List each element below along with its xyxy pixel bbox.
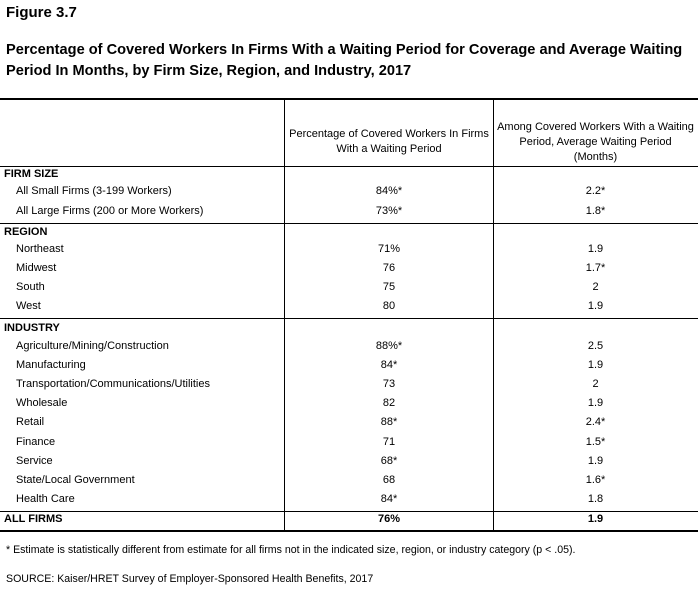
- table-row: State/Local Government 68 1.6*: [0, 472, 698, 491]
- row-months: 1.9: [587, 513, 604, 525]
- column-divider-2: [493, 99, 494, 530]
- row-months: 1.6*: [585, 474, 606, 486]
- row-label: South: [16, 281, 45, 293]
- row-label: State/Local Government: [16, 474, 135, 486]
- row-months: 1.9: [587, 243, 604, 255]
- column-divider-1: [284, 99, 285, 530]
- table-row: Health Care 84* 1.8: [0, 491, 698, 510]
- row-percentage: 71: [382, 436, 396, 448]
- table-row: Wholesale 82 1.9: [0, 395, 698, 414]
- row-percentage: 80: [382, 300, 396, 312]
- row-months: 1.9: [587, 397, 604, 409]
- table-row: All Large Firms (200 or More Workers) 73…: [0, 203, 698, 222]
- row-months: 1.9: [587, 359, 604, 371]
- row-label: Midwest: [16, 262, 57, 274]
- row-months: 1.9: [587, 455, 604, 467]
- table-row: Manufacturing 84* 1.9: [0, 357, 698, 376]
- table-row: Finance 71 1.5*: [0, 434, 698, 453]
- row-percentage: 71%: [377, 243, 401, 255]
- row-months: 2.2*: [585, 185, 606, 197]
- row-label: Manufacturing: [16, 359, 86, 371]
- table-top-rule: [0, 98, 698, 100]
- row-percentage: 84%*: [375, 185, 403, 197]
- row-percentage: 73%*: [375, 205, 403, 217]
- section-heading-region: REGION: [4, 226, 48, 238]
- table-row: South 75 2: [0, 279, 698, 298]
- footnote: * Estimate is statistically different fr…: [6, 544, 576, 556]
- column-header-average-months: Among Covered Workers With a Waiting Per…: [497, 121, 694, 163]
- row-months: 1.7*: [585, 262, 606, 274]
- row-label: Retail: [16, 416, 45, 428]
- row-percentage: 88%*: [375, 340, 403, 352]
- row-label: Wholesale: [16, 397, 68, 409]
- row-months: 2.5: [587, 340, 604, 352]
- row-percentage: 68: [382, 474, 396, 486]
- row-months: 1.8: [587, 493, 604, 505]
- row-months: 2: [592, 378, 599, 390]
- table-bottom-rule: [0, 530, 698, 532]
- table-row-total: ALL FIRMS 76% 1.9: [0, 511, 698, 530]
- row-months: 1.5*: [585, 436, 606, 448]
- section-rule: [0, 318, 698, 319]
- row-percentage: 76%: [377, 513, 401, 525]
- row-label: ALL FIRMS: [4, 513, 63, 525]
- row-months: 2: [592, 281, 599, 293]
- row-label: Finance: [16, 436, 56, 448]
- row-months: 1.9: [587, 300, 604, 312]
- row-percentage: 88*: [380, 416, 398, 428]
- row-percentage: 76: [382, 262, 396, 274]
- figure-title: Percentage of Covered Workers In Firms W…: [6, 42, 683, 79]
- table-row: West 80 1.9: [0, 298, 698, 317]
- row-percentage: 84*: [380, 493, 398, 505]
- row-label: All Small Firms (3-199 Workers): [16, 185, 172, 197]
- table-row: All Small Firms (3-199 Workers) 84%* 2.2…: [0, 183, 698, 202]
- section-rule: [0, 511, 698, 512]
- figure-label: Figure 3.7: [6, 4, 77, 21]
- section-rule: [0, 223, 698, 224]
- table-row: Agriculture/Mining/Construction 88%* 2.5: [0, 338, 698, 357]
- column-header-percentage: Percentage of Covered Workers In Firms W…: [289, 128, 489, 155]
- row-label: Service: [16, 455, 53, 467]
- row-label: Health Care: [16, 493, 75, 505]
- table-row: Service 68* 1.9: [0, 453, 698, 472]
- table-row: Midwest 76 1.7*: [0, 260, 698, 279]
- header-rule: [0, 166, 698, 167]
- table-row: Retail 88* 2.4*: [0, 414, 698, 433]
- row-percentage: 75: [382, 281, 396, 293]
- table-row: Transportation/Communications/Utilities …: [0, 376, 698, 395]
- row-label: Northeast: [16, 243, 64, 255]
- table-row: Northeast 71% 1.9: [0, 241, 698, 260]
- row-percentage: 68*: [380, 455, 398, 467]
- row-months: 2.4*: [585, 416, 606, 428]
- section-heading-firm-size: FIRM SIZE: [4, 168, 59, 180]
- row-label: West: [16, 300, 41, 312]
- section-heading-industry: INDUSTRY: [4, 322, 60, 334]
- row-percentage: 84*: [380, 359, 398, 371]
- row-label: Agriculture/Mining/Construction: [16, 340, 169, 352]
- row-label: Transportation/Communications/Utilities: [16, 378, 210, 390]
- row-months: 1.8*: [585, 205, 606, 217]
- row-label: All Large Firms (200 or More Workers): [16, 205, 204, 217]
- source-note: SOURCE: Kaiser/HRET Survey of Employer-S…: [6, 573, 374, 585]
- row-percentage: 73: [382, 378, 396, 390]
- row-percentage: 82: [382, 397, 396, 409]
